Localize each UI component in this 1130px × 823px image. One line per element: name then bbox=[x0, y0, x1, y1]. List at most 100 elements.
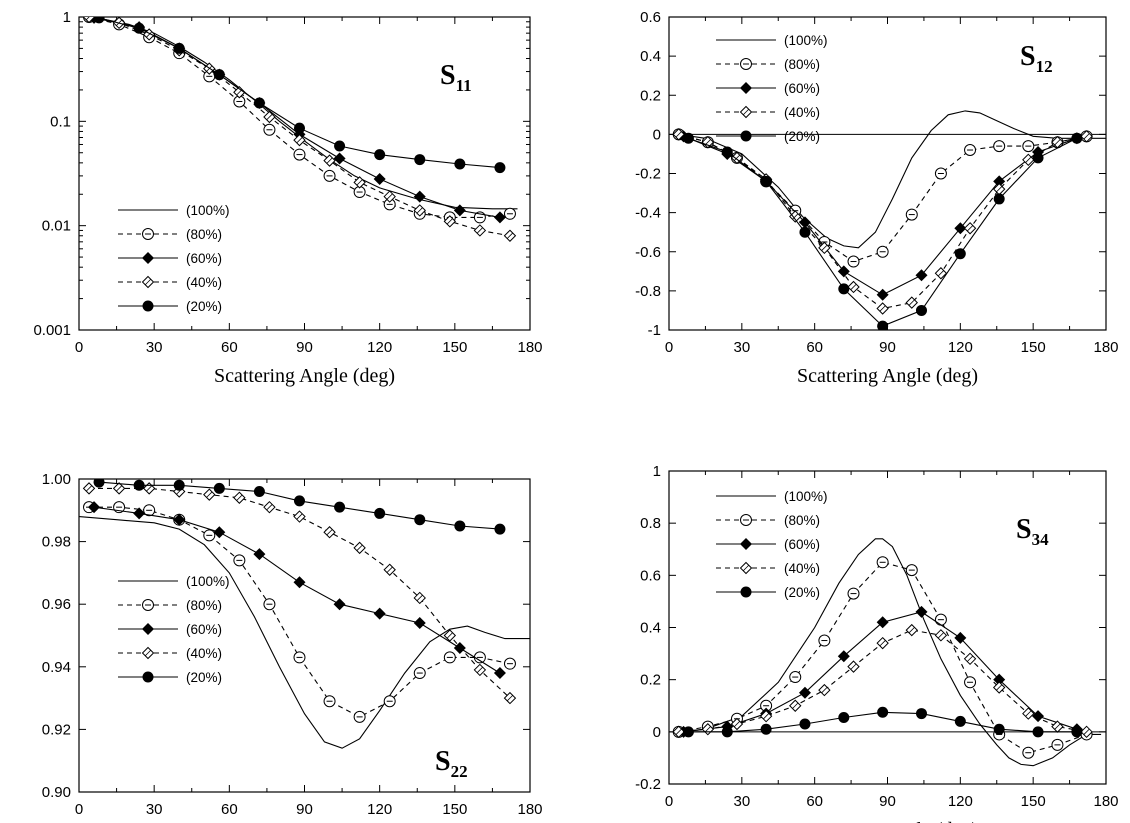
panel-label-subscript: 11 bbox=[456, 76, 472, 95]
y-tick-label: -0.2 bbox=[635, 166, 661, 183]
series-line-1 bbox=[89, 506, 511, 718]
series-3-point-slash bbox=[1025, 156, 1032, 163]
legend-label: (100%) bbox=[784, 33, 828, 48]
y-tick-label: 0.6 bbox=[640, 567, 661, 584]
series-3-point-slash bbox=[996, 186, 1003, 193]
legend-label: (80%) bbox=[784, 513, 820, 528]
panel-label-main: S bbox=[1020, 41, 1036, 72]
x-tick-label: 150 bbox=[1021, 339, 1046, 356]
series-3-point-slash bbox=[734, 721, 740, 727]
series-4-point bbox=[253, 97, 265, 109]
x-tick-label: 30 bbox=[146, 801, 163, 818]
plot-frame bbox=[668, 470, 1107, 785]
series-line-1 bbox=[678, 561, 1087, 754]
y-tick-label: 0.92 bbox=[42, 721, 71, 738]
y-tick-label: 0.96 bbox=[42, 596, 71, 613]
series-4-point bbox=[1071, 132, 1083, 144]
x-tick-label: 60 bbox=[221, 801, 238, 818]
series-4-point bbox=[213, 482, 225, 494]
series-3-point-slash bbox=[356, 544, 363, 551]
series-4-point bbox=[93, 479, 105, 488]
panel-s34: 030609012015018010.80.60.40.20-0.2Scatte… bbox=[635, 463, 1118, 823]
series-line-0 bbox=[678, 538, 1102, 767]
series-2-point bbox=[798, 686, 811, 699]
series-2-point bbox=[993, 673, 1006, 686]
x-tick-label: 0 bbox=[665, 339, 673, 356]
legend-label: (80%) bbox=[186, 227, 222, 242]
series-2-point bbox=[876, 288, 889, 301]
series-2-point bbox=[493, 211, 506, 224]
series-3-point-slash bbox=[1083, 728, 1090, 735]
y-tick-label: 0.2 bbox=[640, 87, 661, 104]
series-4-point bbox=[293, 122, 305, 134]
y-tick-label: 1.00 bbox=[42, 471, 71, 488]
series-2-point bbox=[837, 265, 850, 278]
legend-point bbox=[740, 538, 752, 550]
panel-s11: 0 30 60 90 120 150 180 1 0.1 0.01 0.001 Scattering … bbox=[33, 9, 542, 387]
series-4-point bbox=[374, 507, 386, 519]
series-3-point bbox=[82, 17, 96, 24]
y-tick-label: -0.8 bbox=[635, 283, 661, 300]
series-3-point-slash bbox=[386, 566, 393, 573]
legend-label: (20%) bbox=[784, 585, 820, 600]
series-4-point bbox=[213, 69, 225, 81]
series-4-point bbox=[93, 17, 105, 24]
series-2-point bbox=[88, 501, 101, 514]
series-4-point bbox=[414, 514, 426, 526]
x-axis-label: Scattering Angle (deg) bbox=[797, 365, 978, 387]
series-4-point bbox=[682, 726, 694, 738]
y-tick-label: 0.1 bbox=[50, 113, 71, 130]
series-2-point bbox=[413, 616, 426, 629]
x-tick-label: 30 bbox=[733, 339, 750, 356]
series-2-point bbox=[253, 548, 266, 561]
series-2-point bbox=[133, 507, 146, 520]
series-3-point-slash bbox=[675, 131, 682, 138]
series-4-point bbox=[293, 495, 305, 507]
series-4-point bbox=[954, 715, 966, 727]
series-4-point bbox=[1071, 726, 1083, 738]
series-4-point bbox=[454, 158, 466, 170]
legend-label: (60%) bbox=[186, 622, 222, 637]
y-tick-label: 0.8 bbox=[640, 515, 661, 532]
series-3-point-slash bbox=[879, 640, 886, 647]
legend: (100%) (80%) (60%) (40%) (20%) bbox=[716, 33, 828, 144]
series-3-point-slash bbox=[704, 139, 711, 146]
x-tick-label: 90 bbox=[296, 339, 313, 356]
series-layer bbox=[82, 17, 518, 242]
series-4-point bbox=[133, 479, 145, 491]
legend-point-slash bbox=[145, 279, 151, 285]
series-3-point-slash bbox=[967, 655, 973, 662]
series-4-point bbox=[173, 42, 185, 54]
panel-label-main: S bbox=[435, 746, 451, 777]
series-2-point bbox=[373, 173, 386, 186]
x-tick-label: 120 bbox=[948, 793, 973, 810]
legend-label: (100%) bbox=[784, 489, 828, 504]
series-3-point-slash bbox=[116, 485, 122, 492]
legend-label: (20%) bbox=[186, 670, 222, 685]
x-tick-label: 90 bbox=[296, 801, 313, 818]
panel-label: S11 bbox=[440, 60, 472, 95]
legend-point bbox=[142, 252, 154, 264]
legend-point-slash bbox=[743, 109, 749, 115]
x-tick-label: 180 bbox=[1093, 793, 1118, 810]
series-3-point-slash bbox=[266, 504, 273, 511]
series-4-point bbox=[760, 175, 772, 187]
series-3-point-slash bbox=[507, 232, 513, 239]
series-3-point-slash bbox=[86, 17, 90, 20]
series-4-point bbox=[799, 226, 811, 238]
legend-point-slash bbox=[145, 650, 151, 656]
series-3-point-slash bbox=[86, 485, 92, 492]
series-4-point bbox=[721, 146, 733, 158]
series-line-2 bbox=[683, 135, 1078, 296]
series-4-point bbox=[682, 132, 694, 144]
series-2-point bbox=[373, 607, 386, 620]
x-tick-label: 120 bbox=[367, 339, 392, 356]
series-3-point-slash bbox=[704, 726, 711, 733]
x-tick-label: 90 bbox=[879, 793, 896, 810]
series-2-point bbox=[453, 642, 466, 655]
series-3-point-slash bbox=[792, 702, 799, 709]
panel-label-main: S bbox=[1016, 514, 1032, 545]
panel-label: S22 bbox=[435, 746, 468, 781]
x-tick-label: 30 bbox=[733, 793, 750, 810]
y-tick-label: 0 bbox=[653, 126, 661, 143]
